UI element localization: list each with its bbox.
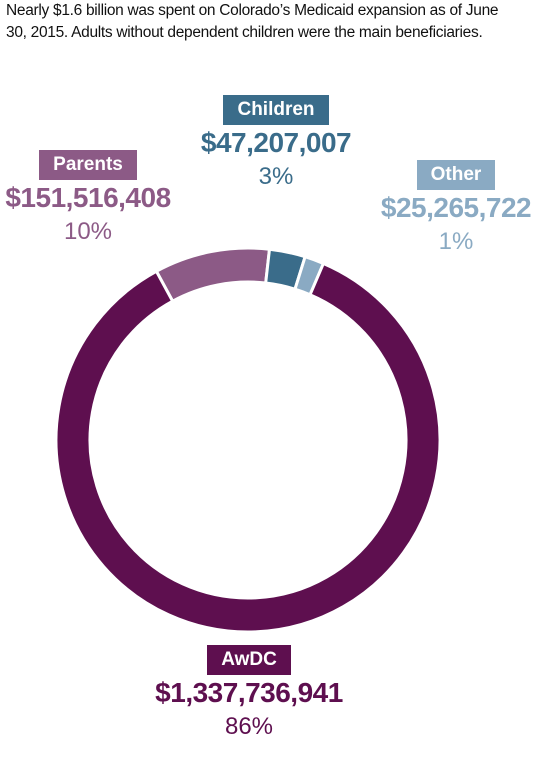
- parents-badge: Parents: [39, 150, 137, 180]
- parents-amount: $151,516,408: [5, 182, 171, 213]
- chart-caption: Nearly $1.6 billion was spent on Colorad…: [6, 2, 499, 41]
- children-label-group: Children $47,207,007 3%: [186, 95, 366, 193]
- donut-slice-awdc: [54, 261, 442, 634]
- donut-slice-parents: [154, 246, 272, 304]
- parents-percent: 10%: [63, 218, 113, 245]
- other-amount: $25,265,722: [380, 192, 532, 223]
- awdc-amount: $1,337,736,941: [155, 677, 343, 708]
- parents-label-group: Parents $151,516,408 10%: [0, 150, 176, 248]
- children-percent: 3%: [258, 163, 294, 190]
- awdc-label-group: AwDC $1,337,736,941 86%: [129, 645, 369, 743]
- other-badge: Other: [416, 160, 496, 190]
- awdc-badge: AwDC: [207, 645, 291, 675]
- awdc-percent: 86%: [224, 713, 274, 740]
- children-badge: Children: [223, 95, 329, 125]
- other-label-group: Other $25,265,722 1%: [374, 160, 538, 258]
- children-amount: $47,207,007: [200, 127, 352, 158]
- other-percent: 1%: [438, 228, 474, 255]
